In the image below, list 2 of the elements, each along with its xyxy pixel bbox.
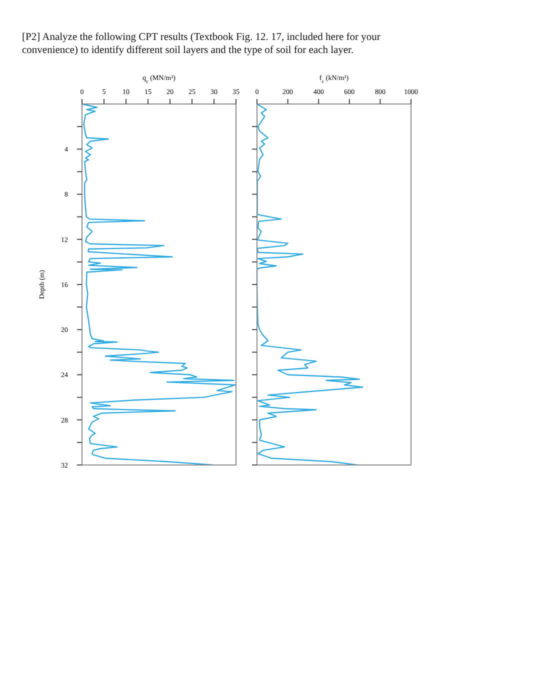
chart-title: [P2] Analyze the following CPT results (Textbook Fig. 12. 17, included here for your convenience) to identify different soil layers and the type of soil for each layer. [22, 32, 381, 56]
line-series [81, 103, 236, 466]
